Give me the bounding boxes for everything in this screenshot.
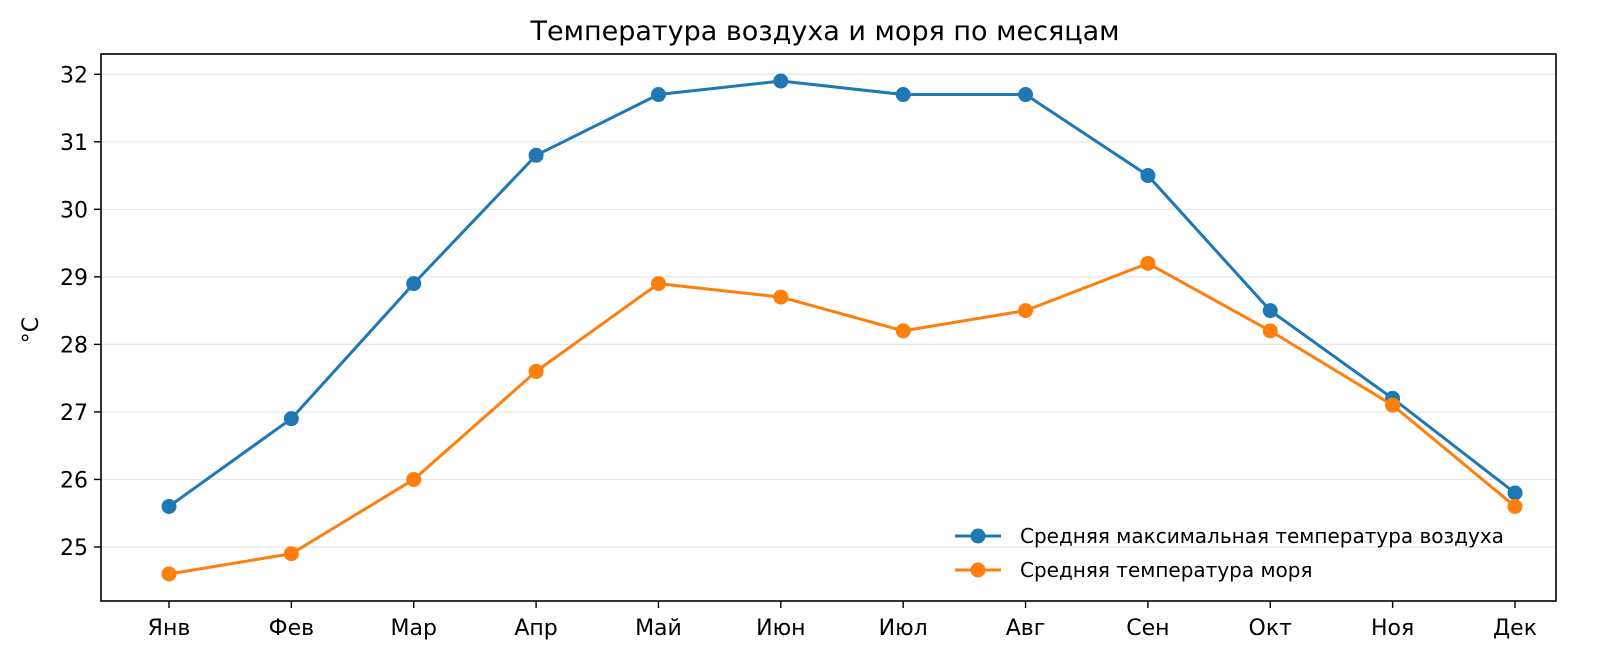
data-point (1507, 485, 1523, 501)
data-point (1385, 397, 1401, 413)
data-point (1018, 87, 1034, 103)
x-tick-label: Янв (148, 616, 191, 641)
data-point (1262, 323, 1278, 339)
y-tick-label: 25 (60, 536, 88, 561)
y-tick-label: 29 (60, 266, 88, 291)
x-tick-label: Сен (1126, 616, 1169, 641)
y-tick-label: 28 (60, 333, 88, 358)
data-point (650, 276, 666, 292)
x-tick-label: Мар (391, 616, 437, 641)
x-tick-label: Фев (269, 616, 314, 641)
data-point (528, 147, 544, 163)
data-point (161, 566, 177, 582)
grid (101, 73, 1556, 548)
y-tick-label: 26 (60, 468, 88, 493)
legend-marker (970, 528, 986, 544)
legend: Средняя максимальная температура воздуха… (955, 524, 1504, 582)
data-point (1262, 303, 1278, 319)
legend-marker (970, 562, 986, 578)
data-point (1018, 303, 1034, 319)
series-layer (161, 73, 1523, 582)
plot-frame (100, 53, 1557, 602)
y-axis-label: °C (19, 317, 44, 343)
x-tick-label: Окт (1249, 616, 1293, 641)
y-tick-label: 31 (60, 131, 88, 156)
series-1 (161, 73, 1523, 514)
legend-item: Средняя максимальная температура воздуха (955, 524, 1504, 548)
legend-label: Средняя температура моря (1020, 558, 1313, 582)
data-point (406, 276, 422, 292)
data-point (895, 87, 911, 103)
x-tick-label: Июл (879, 616, 928, 641)
data-point (1140, 168, 1156, 184)
data-point (283, 546, 299, 562)
data-point (650, 87, 666, 103)
legend-label: Средняя максимальная температура воздуха (1020, 524, 1504, 548)
x-axis: Янв Фев Мар Апр Май Июн Июл Авг Сен Окт Ноя Дек (148, 601, 1537, 641)
legend-item: Средняя температура моря (955, 558, 1313, 582)
data-point (895, 323, 911, 339)
y-tick-label: 27 (60, 401, 88, 426)
x-tick-label: Июн (756, 616, 805, 641)
series-line (168, 79, 1516, 508)
data-point (773, 73, 789, 89)
y-axis: 25 26 27 28 29 30 31 32 (60, 63, 101, 561)
x-tick-label: Авг (1006, 616, 1046, 641)
data-point (406, 471, 422, 487)
data-point (161, 498, 177, 514)
x-tick-label: Апр (514, 616, 557, 641)
x-tick-label: Дек (1493, 616, 1537, 641)
data-point (283, 411, 299, 427)
series-2 (161, 255, 1523, 582)
y-tick-label: 30 (60, 198, 88, 223)
y-tick-label: 32 (60, 63, 88, 88)
chart-title: Температура воздуха и моря по месяцам (529, 16, 1119, 47)
data-point (528, 363, 544, 379)
data-point (773, 289, 789, 305)
x-tick-label: Ноя (1371, 616, 1414, 641)
series-line (168, 261, 1516, 576)
data-point (1140, 255, 1156, 271)
data-point (1507, 498, 1523, 514)
x-tick-label: Май (635, 616, 682, 641)
